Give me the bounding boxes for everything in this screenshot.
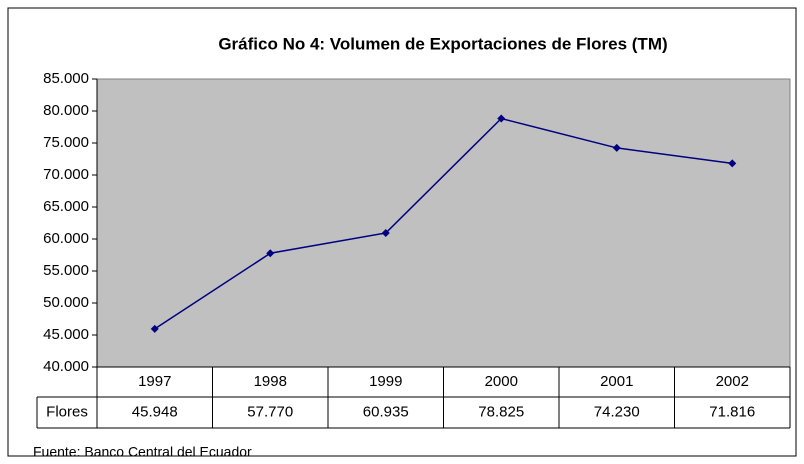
table-value: 60.935	[363, 403, 409, 420]
y-tick-label: 85.000	[43, 70, 89, 87]
point-marker	[728, 159, 737, 168]
y-tick-label: 60.000	[43, 230, 89, 247]
table-value: 71.816	[709, 403, 755, 420]
y-tick-label: 65.000	[43, 198, 89, 215]
table-value: 74.230	[594, 403, 640, 420]
table-value: 57.770	[247, 403, 293, 420]
table-value: 78.825	[478, 403, 524, 420]
point-marker	[612, 143, 621, 152]
point-marker	[266, 249, 275, 258]
x-tick-label: 1999	[369, 373, 402, 390]
x-tick-label: 2000	[485, 373, 518, 390]
line-series	[154, 117, 733, 330]
x-tick-label: 2002	[716, 373, 749, 390]
source-note: Fuente: Banco Central del Ecuador	[33, 444, 252, 460]
x-tick-label: 1997	[138, 373, 171, 390]
point-marker	[150, 324, 159, 333]
y-tick-label: 70.000	[43, 166, 89, 183]
y-tick-label: 40.000	[43, 358, 89, 375]
y-tick-label: 50.000	[43, 294, 89, 311]
x-tick-label: 1998	[254, 373, 287, 390]
y-tick-label: 45.000	[43, 326, 89, 343]
point-marker	[381, 229, 390, 238]
point-marker	[497, 114, 506, 123]
y-tick-label: 80.000	[43, 102, 89, 119]
y-tick-label: 55.000	[43, 262, 89, 279]
plot-area	[96, 78, 791, 368]
chart-title: Gráfico No 4: Volumen de Exportaciones d…	[218, 34, 667, 53]
y-tick-label: 75.000	[43, 134, 89, 151]
table-value: 45.948	[132, 403, 178, 420]
legend-label: Flores	[46, 403, 88, 420]
x-tick-label: 2001	[600, 373, 633, 390]
